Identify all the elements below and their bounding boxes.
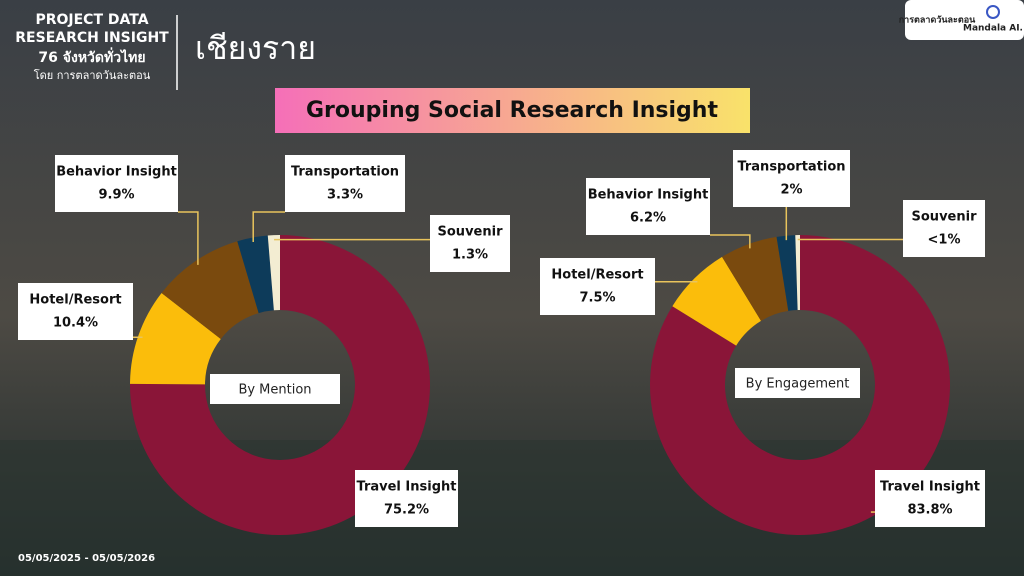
value-label: 6.2% [630,211,666,226]
title-banner [275,88,750,133]
label-box [430,215,510,272]
header-line: PROJECT DATA [35,12,148,28]
category-label: Hotel/Resort [551,268,643,283]
category-label: Travel Insight [357,480,457,495]
label-box [586,178,710,235]
category-label: Souvenir [912,210,978,225]
donut-segment [649,235,951,536]
center-label: By Mention [238,383,311,398]
label-box [733,150,850,207]
category-label: Travel Insight [880,480,980,495]
label-box [903,200,985,257]
donut-segment [672,256,762,346]
value-label: <1% [928,233,961,248]
value-label: 75.2% [384,503,429,518]
leader-line [252,211,285,242]
logo: Mandala AI. [963,24,1023,34]
value-label: 10.4% [53,316,98,331]
value-label: 83.8% [907,503,952,518]
logo: การตลาดวันละตอน [899,15,976,26]
label-box [285,155,405,212]
category-label: Behavior Insight [588,188,709,203]
donut-segment [267,235,280,311]
donut-segment [130,292,221,385]
donut-segment [130,235,430,535]
logo-icon [986,5,1000,19]
category-label: Behavior Insight [56,165,177,180]
value-label: 2% [780,183,802,198]
label-box [540,258,655,315]
label-box [18,283,133,340]
value-label: 9.9% [98,188,134,203]
donut-segment [722,236,789,321]
label-box [355,470,458,527]
value-label: 7.5% [579,291,615,306]
center-label-box [735,368,860,398]
category-label: Hotel/Resort [29,293,121,308]
category-label: Souvenir [438,225,504,240]
donut-segment [237,235,274,314]
donut-segment [795,235,800,311]
date-range: 05/05/2025 - 05/05/2026 [18,553,155,564]
leader-line [710,234,751,249]
header-line: 76 จังหวัดทั่วไทย [38,47,145,66]
label-box [55,155,178,212]
title: Grouping Social Research Insight [306,98,718,123]
donut-segment [776,235,798,311]
label-box [875,470,985,527]
header-line: โดย การตลาดวันละตอน [34,68,151,82]
donut-segment [161,241,259,339]
category-label: Transportation [291,165,399,180]
center-label-box [210,374,340,404]
value-label: 1.3% [452,248,488,263]
header-line: RESEARCH INSIGHT [15,30,169,46]
category-label: Transportation [737,160,845,175]
logo-box [905,0,1024,40]
value-label: 3.3% [327,188,363,203]
leader-line [178,211,199,265]
province: เชียงราย [195,29,316,67]
center-label: By Engagement [746,377,850,392]
